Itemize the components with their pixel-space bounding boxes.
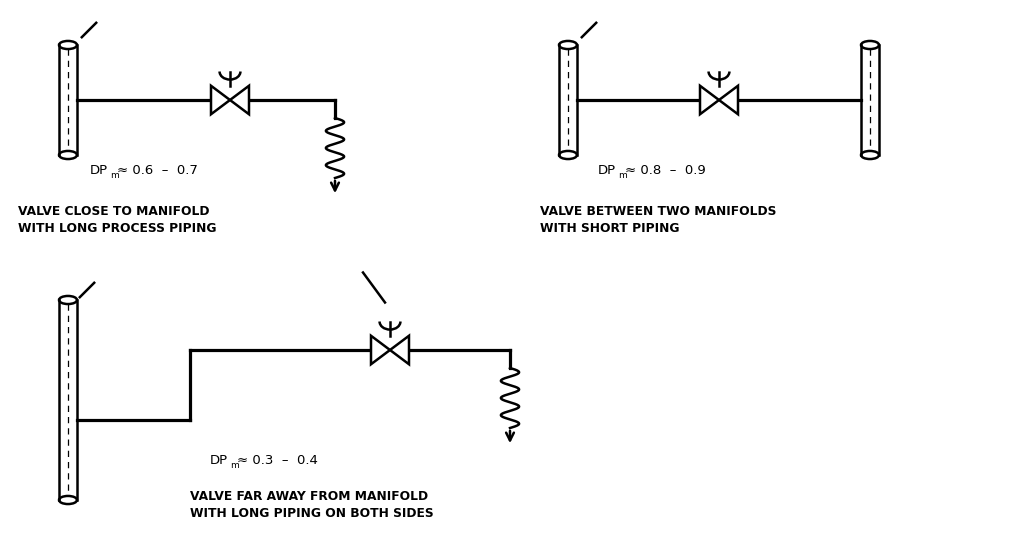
Polygon shape xyxy=(390,336,409,364)
Polygon shape xyxy=(211,86,230,114)
Text: DP: DP xyxy=(598,164,616,177)
Text: DP: DP xyxy=(210,454,228,467)
Polygon shape xyxy=(230,86,249,114)
Polygon shape xyxy=(371,336,390,364)
Text: VALVE BETWEEN TWO MANIFOLDS: VALVE BETWEEN TWO MANIFOLDS xyxy=(540,205,776,218)
Text: VALVE CLOSE TO MANIFOLD: VALVE CLOSE TO MANIFOLD xyxy=(18,205,210,218)
Text: WITH SHORT PIPING: WITH SHORT PIPING xyxy=(540,222,680,235)
Text: m: m xyxy=(618,171,627,180)
Text: VALVE FAR AWAY FROM MANIFOLD: VALVE FAR AWAY FROM MANIFOLD xyxy=(190,490,428,503)
Text: WITH LONG PIPING ON BOTH SIDES: WITH LONG PIPING ON BOTH SIDES xyxy=(190,507,433,520)
Text: ≈ 0.6  –  0.7: ≈ 0.6 – 0.7 xyxy=(117,164,198,177)
Polygon shape xyxy=(700,86,719,114)
Text: m: m xyxy=(230,461,239,470)
Text: ≈ 0.8  –  0.9: ≈ 0.8 – 0.9 xyxy=(625,164,706,177)
Text: ≈ 0.3  –  0.4: ≈ 0.3 – 0.4 xyxy=(237,454,317,467)
Text: WITH LONG PROCESS PIPING: WITH LONG PROCESS PIPING xyxy=(18,222,216,235)
Text: DP: DP xyxy=(90,164,109,177)
Text: m: m xyxy=(110,171,119,180)
Polygon shape xyxy=(719,86,738,114)
